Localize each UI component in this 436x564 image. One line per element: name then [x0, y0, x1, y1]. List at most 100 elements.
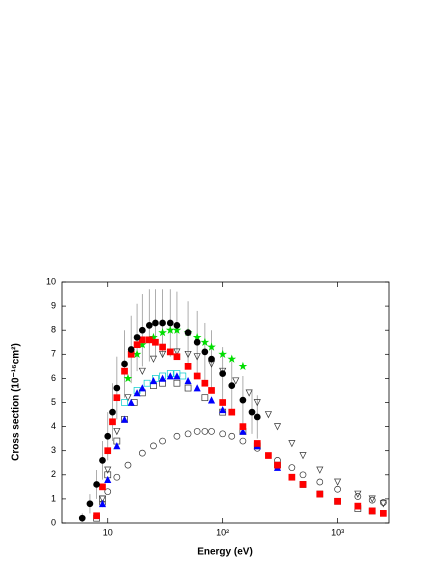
point: [124, 461, 132, 469]
point: [184, 377, 192, 385]
point: [239, 427, 247, 435]
point: [354, 493, 362, 500]
y-tick-label: 1: [51, 493, 56, 503]
point: [127, 398, 135, 406]
y-tick-label: 2: [51, 469, 56, 479]
point: [93, 481, 100, 488]
y-tick-label: 4: [51, 421, 56, 431]
point: [379, 499, 387, 506]
point: [173, 353, 181, 361]
point: [184, 329, 192, 336]
point: [253, 413, 261, 421]
point: [184, 350, 192, 359]
point: [166, 372, 174, 380]
point: [207, 342, 216, 351]
y-tick-label: 9: [51, 300, 56, 310]
y-tick-label: 5: [51, 397, 56, 407]
point: [228, 382, 236, 389]
point: [150, 442, 157, 450]
point: [159, 343, 166, 351]
point: [265, 452, 272, 459]
point: [152, 319, 159, 327]
point: [145, 336, 153, 344]
y-tick-label: 10: [46, 276, 56, 286]
y-axis-label: Cross section (10⁻¹⁶cm²): [11, 343, 22, 461]
point: [166, 348, 174, 356]
point: [121, 399, 128, 406]
point: [201, 348, 209, 356]
point: [232, 377, 240, 385]
point: [316, 490, 324, 498]
point: [99, 483, 106, 491]
point: [93, 512, 100, 520]
point: [379, 500, 387, 508]
point: [159, 437, 166, 445]
point: [104, 488, 112, 496]
point: [334, 485, 341, 493]
point: [159, 319, 166, 327]
point: [193, 353, 201, 361]
point: [184, 363, 192, 370]
point: [184, 384, 192, 392]
point: [149, 332, 158, 342]
point: [132, 349, 142, 358]
point: [192, 332, 202, 342]
x-tick-label: 10³: [331, 527, 344, 537]
point: [184, 430, 192, 438]
point: [165, 325, 175, 334]
point: [299, 471, 307, 479]
point: [379, 510, 387, 517]
point: [219, 370, 227, 377]
point: [166, 319, 174, 327]
point: [239, 396, 247, 404]
point: [274, 461, 281, 469]
point: [227, 354, 237, 363]
point: [133, 334, 141, 341]
point: [219, 399, 227, 406]
y-tick-label: 3: [51, 445, 56, 455]
point: [113, 473, 121, 481]
point: [253, 399, 261, 407]
point: [245, 389, 253, 397]
point: [228, 408, 236, 416]
point: [138, 367, 146, 375]
point: [173, 432, 181, 440]
point: [104, 432, 112, 440]
point: [239, 423, 247, 430]
point: [201, 428, 209, 435]
point: [138, 326, 146, 334]
point: [219, 430, 227, 438]
point: [228, 432, 236, 440]
point: [200, 337, 210, 346]
point: [133, 341, 141, 349]
point: [158, 328, 167, 337]
point: [113, 394, 121, 402]
point: [104, 466, 112, 474]
point: [121, 367, 128, 375]
point: [113, 428, 121, 436]
point: [368, 495, 376, 503]
point: [113, 384, 121, 392]
point: [208, 387, 215, 394]
point: [264, 411, 272, 419]
point: [138, 449, 146, 457]
point: [208, 355, 215, 363]
point: [138, 384, 146, 392]
point: [238, 361, 248, 371]
point: [334, 497, 341, 505]
point: [109, 418, 116, 426]
point: [173, 348, 181, 356]
point: [124, 394, 132, 402]
point: [193, 384, 201, 392]
y-tick-label: 8: [51, 325, 56, 335]
point: [173, 372, 181, 380]
point: [368, 496, 376, 504]
point: [193, 428, 201, 435]
point: [123, 373, 133, 383]
x-tick-label: 10: [103, 527, 113, 537]
point: [159, 350, 167, 359]
point: [149, 355, 158, 363]
point: [239, 437, 247, 445]
point: [219, 405, 227, 414]
point: [104, 447, 112, 455]
